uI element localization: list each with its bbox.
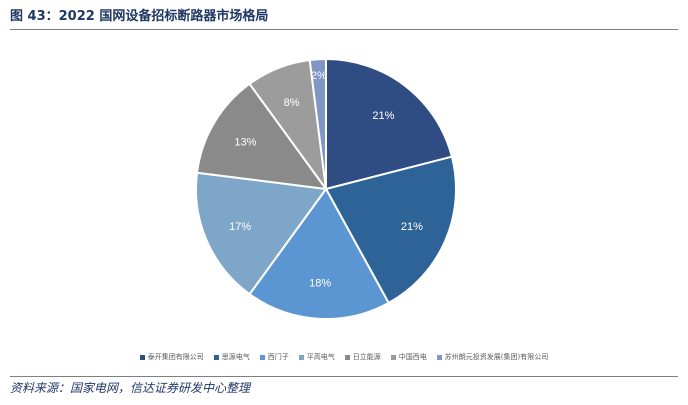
source-note: 资料来源：国家电网，信达证券研发中心整理 [10, 381, 251, 395]
legend-swatch [390, 354, 396, 360]
legend-swatch [139, 354, 145, 360]
legend-item-2: 西门子 [259, 352, 289, 362]
legend-label: 西门子 [267, 353, 289, 361]
pie-slice-6 [308, 57, 327, 190]
legend-label: 平高电气 [306, 353, 335, 361]
legend-label: 泰开集团有限公司 [147, 353, 204, 361]
legend-label: 思源电气 [221, 353, 250, 361]
title-divider [10, 29, 678, 30]
legend-swatch [259, 354, 265, 360]
pie-slice-2 [248, 187, 390, 320]
legend-label: 中国西电 [398, 353, 427, 361]
pie-slice-1 [324, 155, 457, 305]
legend-label: 日立能源 [352, 353, 381, 361]
legend-item-1: 思源电气 [213, 352, 250, 362]
legend-swatch [298, 354, 304, 360]
legend-swatch [344, 354, 350, 360]
slice-label-0: 21% [372, 110, 394, 122]
slice-label-3: 17% [229, 221, 251, 233]
chart-legend: 泰开集团有限公司 思源电气 西门子 平高电气 日立能源 中国西电 苏州朗元投资发展(集团)有… [0, 352, 688, 362]
legend-item-5: 中国西电 [390, 352, 427, 362]
legend-item-6: 苏州朗元投资发展(集团)有限公司 [436, 352, 549, 362]
slice-label-1: 21% [401, 221, 423, 233]
slice-label-4: 13% [234, 136, 256, 148]
chart-title: 图 43：2022 国网设备招标断路器市场格局 [10, 9, 269, 24]
pie-slice-4 [195, 82, 329, 191]
slice-label-6: 2% [311, 70, 327, 82]
legend-item-3: 平高电气 [298, 352, 335, 362]
slice-label-2: 18% [309, 277, 331, 289]
slice-label-5: 8% [284, 97, 300, 109]
legend-item-4: 日立能源 [344, 352, 381, 362]
pie-slice-3 [195, 171, 328, 296]
legend-item-0: 泰开集团有限公司 [139, 352, 204, 362]
legend-label: 苏州朗元投资发展(集团)有限公司 [444, 353, 549, 361]
pie-slice-0 [325, 57, 454, 191]
legend-swatch [213, 354, 219, 360]
legend-swatch [436, 354, 442, 360]
source-divider [10, 376, 678, 377]
